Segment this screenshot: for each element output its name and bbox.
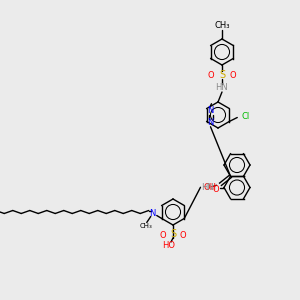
Text: N: N (207, 118, 214, 127)
Text: HN: HN (201, 183, 214, 192)
Text: HO: HO (163, 241, 176, 250)
Text: OH: OH (203, 183, 217, 192)
Text: O: O (212, 185, 219, 194)
Text: S: S (170, 229, 176, 239)
Text: O: O (160, 230, 166, 239)
Text: O: O (208, 70, 214, 80)
Text: O: O (230, 70, 236, 80)
Text: N: N (150, 209, 156, 218)
Text: HN: HN (216, 83, 228, 92)
Text: S: S (219, 70, 225, 80)
Text: O: O (180, 230, 186, 239)
Text: CH₃: CH₃ (214, 20, 230, 29)
Text: CH₃: CH₃ (140, 224, 152, 230)
Text: Cl: Cl (241, 112, 249, 121)
Text: N: N (207, 106, 214, 115)
